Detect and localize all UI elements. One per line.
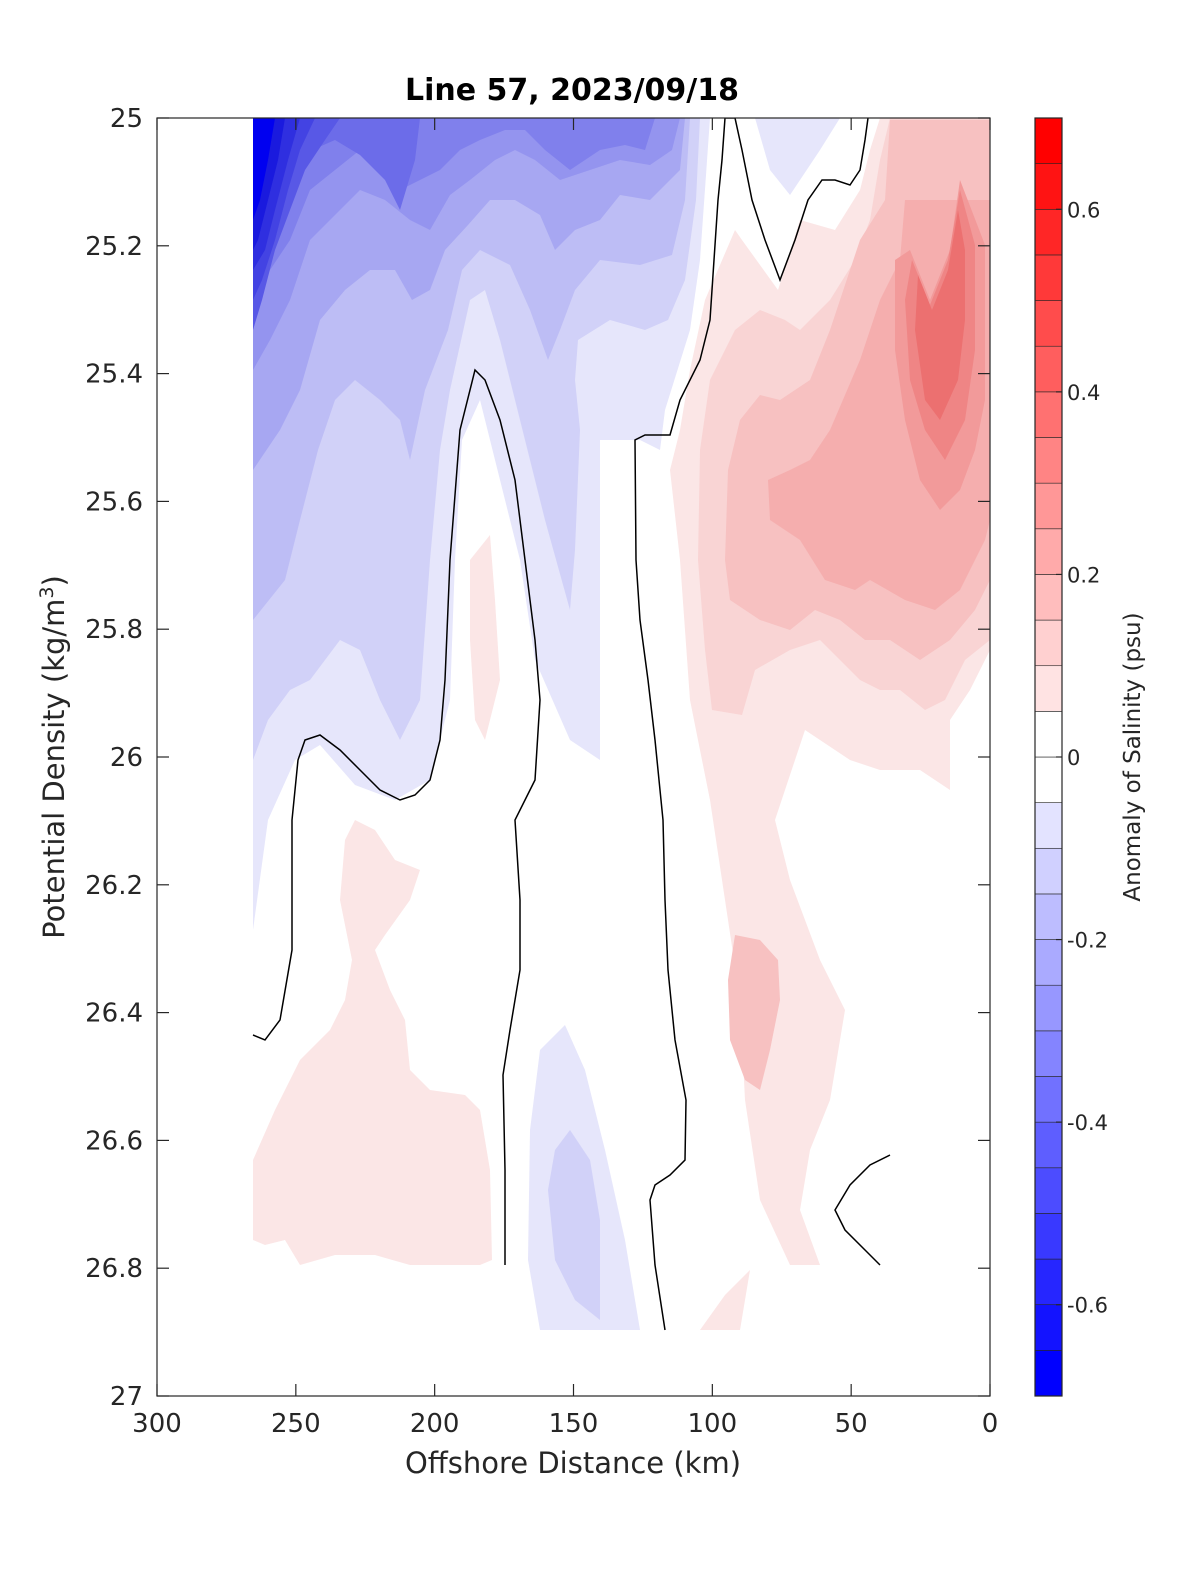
colorbar-tick-label: 0.6 — [1067, 198, 1100, 222]
y-tick-label: 26.2 — [85, 871, 143, 901]
colorbar-segment — [1034, 117, 1063, 164]
colorbar-tick-label: 0.4 — [1067, 381, 1100, 405]
colorbar-tick-label: -0.2 — [1067, 929, 1108, 953]
zero-contour-line — [252, 368, 541, 1265]
colorbar-segment — [1034, 619, 1063, 667]
contour-fills — [253, 118, 990, 1330]
y-axis-title-main: Potential Density (kg/m — [37, 599, 71, 939]
contour-region-neg-13 — [755, 118, 840, 195]
colorbar-tick-label: 0 — [1067, 746, 1080, 770]
y-tick-label: 25.4 — [85, 360, 143, 390]
colorbar-segment — [1034, 208, 1063, 256]
x-tick-label: 100 — [688, 1409, 738, 1439]
y-tick-label: 26 — [110, 743, 143, 773]
colorbar-segment — [1034, 437, 1063, 484]
colorbar-segment — [1034, 574, 1063, 621]
colorbar-segment — [1034, 756, 1063, 803]
y-tick-label: 26.8 — [85, 1254, 143, 1284]
contour-region-pos-9 — [915, 210, 965, 420]
y-tick-label: 25 — [110, 104, 143, 134]
zero-contour-lines — [252, 118, 891, 1331]
colorbar-segment — [1034, 254, 1063, 301]
y-tick-label: 25.8 — [85, 615, 143, 645]
colorbar-segment — [1034, 1076, 1063, 1123]
colorbar-tick-label: 0.2 — [1067, 563, 1100, 587]
x-tick-label: 50 — [835, 1409, 868, 1439]
contour-region-pos-10 — [253, 820, 492, 1265]
colorbar-segment — [1034, 482, 1063, 530]
colorbar-title: Anomaly of Salinity (psu) — [1120, 612, 1146, 901]
x-tick-label: 0 — [982, 1409, 999, 1439]
y-tick-label: 26.4 — [85, 999, 143, 1029]
colorbar-segment — [1034, 1213, 1063, 1260]
contour-region-neg-5 — [253, 118, 680, 370]
x-tick-label: 250 — [271, 1409, 321, 1439]
contour-region-neg-15 — [548, 1130, 600, 1320]
zero-contour-line — [634, 118, 869, 1331]
colorbar-segment — [1034, 1030, 1063, 1077]
y-tick-label: 25.6 — [85, 487, 143, 517]
colorbar-tick-label: -0.6 — [1067, 1294, 1108, 1318]
colorbar-segment — [1034, 300, 1063, 347]
y-axis-title: Potential Density (kg/m3) — [36, 575, 71, 939]
colorbar-segment — [1034, 893, 1063, 940]
colorbar-segment — [1034, 711, 1063, 758]
y-tick-label: 27 — [110, 1382, 143, 1412]
colorbar-segment — [1034, 345, 1063, 393]
colorbar-segment — [1034, 847, 1063, 895]
contour-region-pos-5 — [728, 935, 780, 1090]
colorbar-segment — [1034, 391, 1063, 438]
colorbar-segment — [1034, 1258, 1063, 1306]
x-axis: 300 250 200 150 100 50 0 — [132, 118, 998, 1439]
contour-region-neg-12 — [253, 118, 275, 220]
y-tick-label: 26.6 — [85, 1126, 143, 1156]
y-tick-label: 25.2 — [85, 232, 143, 262]
colorbar-segment — [1034, 665, 1063, 712]
y-axis-title-close: ) — [37, 575, 71, 586]
colorbar-segment — [1034, 1304, 1063, 1351]
contour-region-pos-11 — [470, 535, 500, 740]
colorbar-segment — [1034, 984, 1063, 1032]
chart-title: Line 57, 2023/09/18 — [405, 73, 739, 108]
colorbar-segment — [1034, 1350, 1063, 1397]
x-tick-label: 150 — [549, 1409, 599, 1439]
colorbar-tick-label: -0.4 — [1067, 1111, 1108, 1135]
colorbar-segment — [1034, 1167, 1063, 1214]
x-tick-label: 300 — [132, 1409, 182, 1439]
x-tick-label: 200 — [410, 1409, 460, 1439]
colorbar-segment — [1034, 163, 1063, 210]
x-axis-title: Offshore Distance (km) — [405, 1446, 741, 1480]
colorbar-segment — [1034, 939, 1063, 986]
colorbar-segment — [1034, 802, 1063, 849]
contour-region-pos-2 — [700, 1270, 750, 1330]
y-axis-title-sup: 3 — [36, 586, 58, 598]
colorbar-segment — [1034, 528, 1063, 575]
colorbar-segment — [1034, 1121, 1063, 1169]
zero-contour-line — [834, 1154, 891, 1266]
contour-region-neg-4 — [253, 118, 685, 470]
colorbar: -0.6 -0.4 -0.2 0 0.2 0.4 0.6 — [1034, 117, 1108, 1397]
y-axis: 25 25.2 25.4 25.6 25.8 26 26.2 26.4 26.6 26.8 27 — [85, 104, 990, 1412]
